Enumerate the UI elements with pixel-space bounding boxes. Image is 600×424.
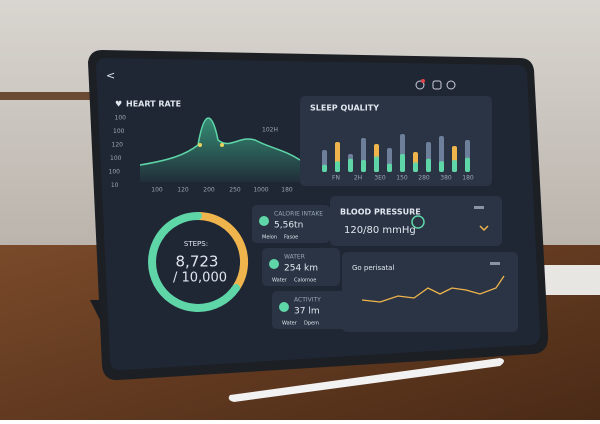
x-label: 3E0 [374,175,386,182]
x-label: 100 [151,187,163,194]
marker [220,143,224,147]
pen [228,358,504,402]
menu[interactable] [490,262,500,265]
card [262,248,340,286]
x-label: 180 [281,187,293,194]
bar [361,160,366,172]
card-sub: Dpem [304,321,319,327]
back-button[interactable]: < [106,69,115,82]
bar [452,160,457,172]
icon[interactable] [446,80,456,90]
trend-title: Go perisatal [352,264,394,272]
bar [374,156,379,172]
card-sub: Water [272,278,288,284]
annotation: 102H [262,127,278,134]
card-sub: Fasoe [284,235,298,241]
x-label: 380 [440,175,452,182]
menu[interactable] [474,206,484,209]
card-title: CALORIE INTAKE [274,211,323,218]
steps-goal: / 10,000 [173,271,227,286]
icon[interactable] [432,80,442,90]
card [252,205,330,243]
card-title: ACTIVITY [294,297,321,304]
card-sub: Water [282,321,298,327]
trend-card [342,252,518,332]
card-value: 5,56tn [274,221,303,231]
bar [439,161,444,172]
x-label: 150 [396,175,408,182]
card-sub: Meion [262,235,277,241]
y-label: 100 [115,115,127,122]
bar [387,163,392,172]
sleep-title: SLEEP QUALITY [310,104,379,113]
y-label: 100 [110,155,122,162]
steps-ring [148,212,240,312]
x-label: FN [332,175,340,182]
y-label: 100 [109,169,121,176]
heart-rate-area [140,118,300,182]
steps-ring [194,211,249,292]
bar [400,154,405,172]
y-label: 120 [112,142,124,149]
icon[interactable] [415,80,425,90]
x-label: 2H [354,175,362,182]
marker [198,143,202,147]
card-value: 37 lm [294,307,320,317]
x-label: 1000 [253,187,268,194]
x-label: 250 [229,187,241,194]
y-label: 100 [113,128,125,135]
x-label: 200 [203,187,215,194]
card-icon [279,302,289,312]
bar [465,157,470,172]
bp-icon [411,215,425,229]
bp-title: BLOOD PRESSURE [340,208,421,217]
bar [426,158,431,172]
trend-line [361,275,505,303]
card-title: WATER [284,254,305,261]
card-value: 254 km [284,264,318,274]
shelf [0,92,110,100]
heart-rate-title: HEART RATE [126,100,181,109]
chevron[interactable] [479,225,489,232]
badge [421,79,425,83]
steps-label: STEPS: [184,240,208,248]
bar [335,161,340,172]
heart-icon: ♥ [115,100,122,109]
bp-value: 120/80 mmHg [344,225,416,236]
bar [413,162,418,172]
card-icon [269,259,279,269]
bar [348,158,353,172]
bar [322,164,327,172]
bp-card [330,196,502,246]
card-sub: Calornoe [294,278,316,284]
card [272,291,350,329]
x-label: 120 [177,187,189,194]
x-label: 280 [418,175,430,182]
heart-rate-line [139,117,301,166]
steps-value: 8,723 [176,253,219,271]
y-label: 10 [111,182,119,189]
x-label: 180 [462,175,474,182]
card-icon [259,216,269,226]
